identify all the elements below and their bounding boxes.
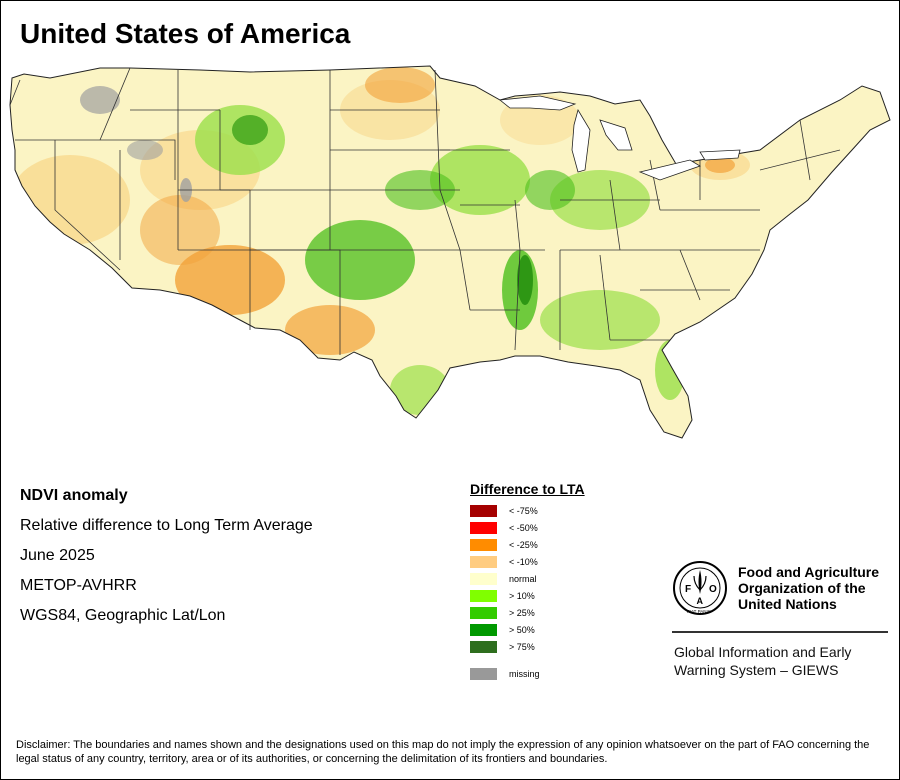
legend-label: < -10% bbox=[509, 557, 538, 567]
legend-label: > 25% bbox=[509, 608, 535, 618]
legend-title: Difference to LTA bbox=[470, 481, 585, 497]
legend-swatch bbox=[470, 590, 497, 602]
legend-item: > 75% bbox=[470, 639, 670, 656]
projection-name: WGS84, Geographic Lat/Lon bbox=[20, 607, 226, 624]
map-title: United States of America bbox=[20, 18, 351, 49]
sensor-name: METOP-AVHRR bbox=[20, 577, 137, 594]
legend-label: > 50% bbox=[509, 625, 535, 635]
legend-item: < -25% bbox=[470, 537, 670, 554]
legend-swatch bbox=[470, 641, 497, 653]
fao-letter-f: F bbox=[685, 584, 691, 595]
fao-letter-a: A bbox=[697, 596, 704, 606]
legend-item: normal bbox=[470, 571, 670, 588]
legend-label: < -75% bbox=[509, 506, 538, 516]
legend-label: > 75% bbox=[509, 642, 535, 652]
legend-swatch bbox=[470, 522, 497, 534]
divider bbox=[672, 631, 888, 633]
legend-item: > 25% bbox=[470, 605, 670, 622]
map-info: NDVI anomaly Relative difference to Long… bbox=[20, 486, 313, 636]
legend-label: > 10% bbox=[509, 591, 535, 601]
legend-item: < -75% bbox=[470, 503, 670, 520]
map-legend: Difference to LTA < -75% < -50% < -25% <… bbox=[470, 481, 670, 683]
product-name: NDVI anomaly bbox=[20, 487, 128, 504]
legend-label: < -50% bbox=[509, 523, 538, 533]
legend-item: < -10% bbox=[470, 554, 670, 571]
product-description: Relative difference to Long Term Average bbox=[20, 517, 313, 534]
legend-swatch bbox=[470, 607, 497, 619]
ndvi-anomaly-map bbox=[9, 65, 891, 439]
legend-item: > 50% bbox=[470, 622, 670, 639]
disclaimer: Disclaimer: The boundaries and names sho… bbox=[16, 739, 870, 765]
fao-motto: FIAT PANIS bbox=[687, 609, 711, 614]
program-name: Global Information and Early Warning Sys… bbox=[674, 644, 852, 678]
legend-swatch bbox=[470, 505, 497, 517]
legend-label: missing bbox=[509, 669, 540, 679]
legend-item: > 10% bbox=[470, 588, 670, 605]
legend-label: < -25% bbox=[509, 540, 538, 550]
legend-label: normal bbox=[509, 574, 537, 584]
legend-item: < -50% bbox=[470, 520, 670, 537]
organization-name: Food and Agriculture Organization of the… bbox=[738, 564, 880, 612]
legend-swatch bbox=[470, 668, 497, 680]
legend-swatch bbox=[470, 556, 497, 568]
legend-swatch bbox=[470, 624, 497, 636]
legend-item-missing: missing bbox=[470, 666, 670, 683]
legend-swatch bbox=[470, 539, 497, 551]
time-period: June 2025 bbox=[20, 547, 95, 564]
fao-letter-o: O bbox=[709, 584, 717, 595]
legend-swatch bbox=[470, 573, 497, 585]
fao-logo-icon: F O A FIAT PANIS bbox=[673, 561, 727, 615]
